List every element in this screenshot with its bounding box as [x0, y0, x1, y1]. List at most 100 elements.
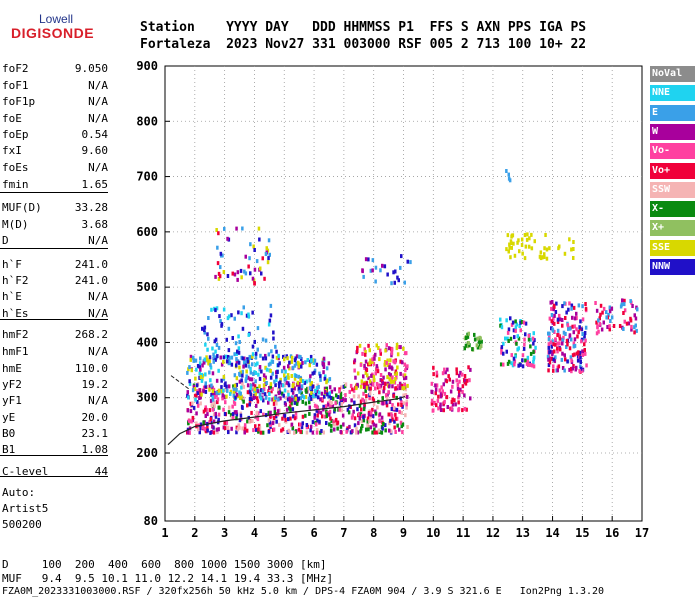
echo-point	[457, 400, 460, 405]
echo-point	[403, 362, 407, 367]
legend-item: NNW	[650, 259, 695, 275]
echo-point	[323, 386, 327, 391]
echo-point	[315, 362, 319, 367]
echo-point	[227, 361, 231, 366]
echo-point	[207, 316, 210, 320]
param-value: 0.54	[81, 128, 109, 141]
x-tick-label: 15	[575, 526, 589, 540]
echo-point	[558, 341, 561, 346]
echo-point	[310, 387, 314, 392]
echo-point	[353, 423, 357, 428]
echo-point	[269, 303, 273, 308]
echo-point	[338, 401, 342, 406]
echo-point	[390, 351, 394, 356]
echo-point	[389, 429, 393, 434]
echo-point	[361, 397, 364, 402]
echo-point	[364, 359, 368, 364]
echo-point	[524, 358, 527, 363]
echo-point	[298, 382, 301, 386]
echo-point	[557, 364, 561, 369]
echo-point	[372, 422, 375, 427]
echo-point	[505, 349, 508, 354]
logo-lowell: Lowell	[39, 12, 74, 26]
echo-point	[570, 303, 574, 308]
echo-point	[319, 410, 323, 415]
echo-point	[306, 358, 309, 362]
echo-point	[230, 415, 234, 420]
param-label: B1	[2, 443, 16, 456]
header-labels: Station YYYY DAY DDD HHMMSS P1 FFS S AXN…	[140, 20, 587, 35]
echo-point	[565, 339, 569, 343]
echo-point	[394, 377, 397, 381]
echo-point	[442, 382, 445, 387]
echo-point	[559, 347, 562, 352]
echo-point	[269, 410, 272, 415]
echo-point	[305, 389, 308, 394]
echo-point	[245, 313, 249, 318]
echo-point	[367, 376, 370, 381]
echo-point	[215, 343, 219, 347]
echo-point	[249, 392, 253, 397]
echo-point	[356, 430, 360, 435]
echo-point	[188, 418, 191, 423]
echo-point	[579, 366, 583, 371]
echo-point	[281, 416, 284, 421]
x-tick-label: 6	[310, 526, 317, 540]
echo-point	[550, 313, 554, 317]
echo-point	[208, 370, 211, 375]
echo-point	[204, 342, 207, 347]
echo-point	[532, 341, 535, 346]
echo-point	[235, 387, 238, 392]
echo-point	[551, 352, 554, 357]
echo-point	[480, 339, 483, 344]
echo-point	[406, 364, 409, 369]
echo-point	[235, 352, 238, 356]
echo-point	[550, 306, 553, 311]
echo-point	[524, 244, 528, 249]
echo-point	[402, 393, 405, 398]
echo-point	[353, 400, 356, 405]
echo-point	[320, 391, 324, 396]
echo-point	[315, 404, 318, 409]
echo-point	[309, 424, 313, 429]
echo-point	[294, 374, 298, 378]
echo-point	[242, 399, 245, 404]
echo-point	[583, 348, 586, 352]
echo-point	[199, 394, 202, 399]
echo-point	[401, 430, 404, 435]
echo-point	[232, 399, 236, 404]
echo-point	[208, 408, 212, 413]
echo-point	[187, 395, 190, 400]
echo-point	[507, 249, 510, 254]
echo-point	[553, 330, 556, 334]
echo-point	[594, 301, 597, 305]
echo-point	[315, 430, 319, 435]
echo-point	[213, 404, 216, 409]
echo-point	[509, 316, 512, 321]
echo-point	[240, 378, 243, 383]
echo-point	[605, 310, 608, 315]
echo-point	[329, 416, 332, 421]
echo-point	[258, 392, 262, 397]
param-value: 268.2	[74, 328, 108, 341]
echo-point	[387, 384, 391, 389]
y-tick-label: 700	[136, 170, 158, 184]
echo-point	[311, 430, 315, 435]
echo-point	[238, 418, 242, 423]
echo-point	[371, 407, 374, 412]
echo-point	[269, 384, 272, 389]
param-value: 23.1	[81, 427, 109, 440]
echo-point	[364, 388, 367, 393]
echo-point	[353, 368, 356, 373]
echo-point	[355, 386, 358, 391]
param-row: MUF(D) 33.28	[2, 201, 108, 217]
echo-point	[600, 327, 604, 332]
echo-point	[190, 368, 193, 373]
echo-point	[198, 426, 202, 431]
echo-point	[532, 350, 535, 355]
x-tick-label: 8	[370, 526, 377, 540]
echo-point	[235, 357, 238, 362]
echo-point	[222, 355, 226, 360]
echo-point	[596, 325, 599, 330]
echo-point	[251, 352, 255, 357]
